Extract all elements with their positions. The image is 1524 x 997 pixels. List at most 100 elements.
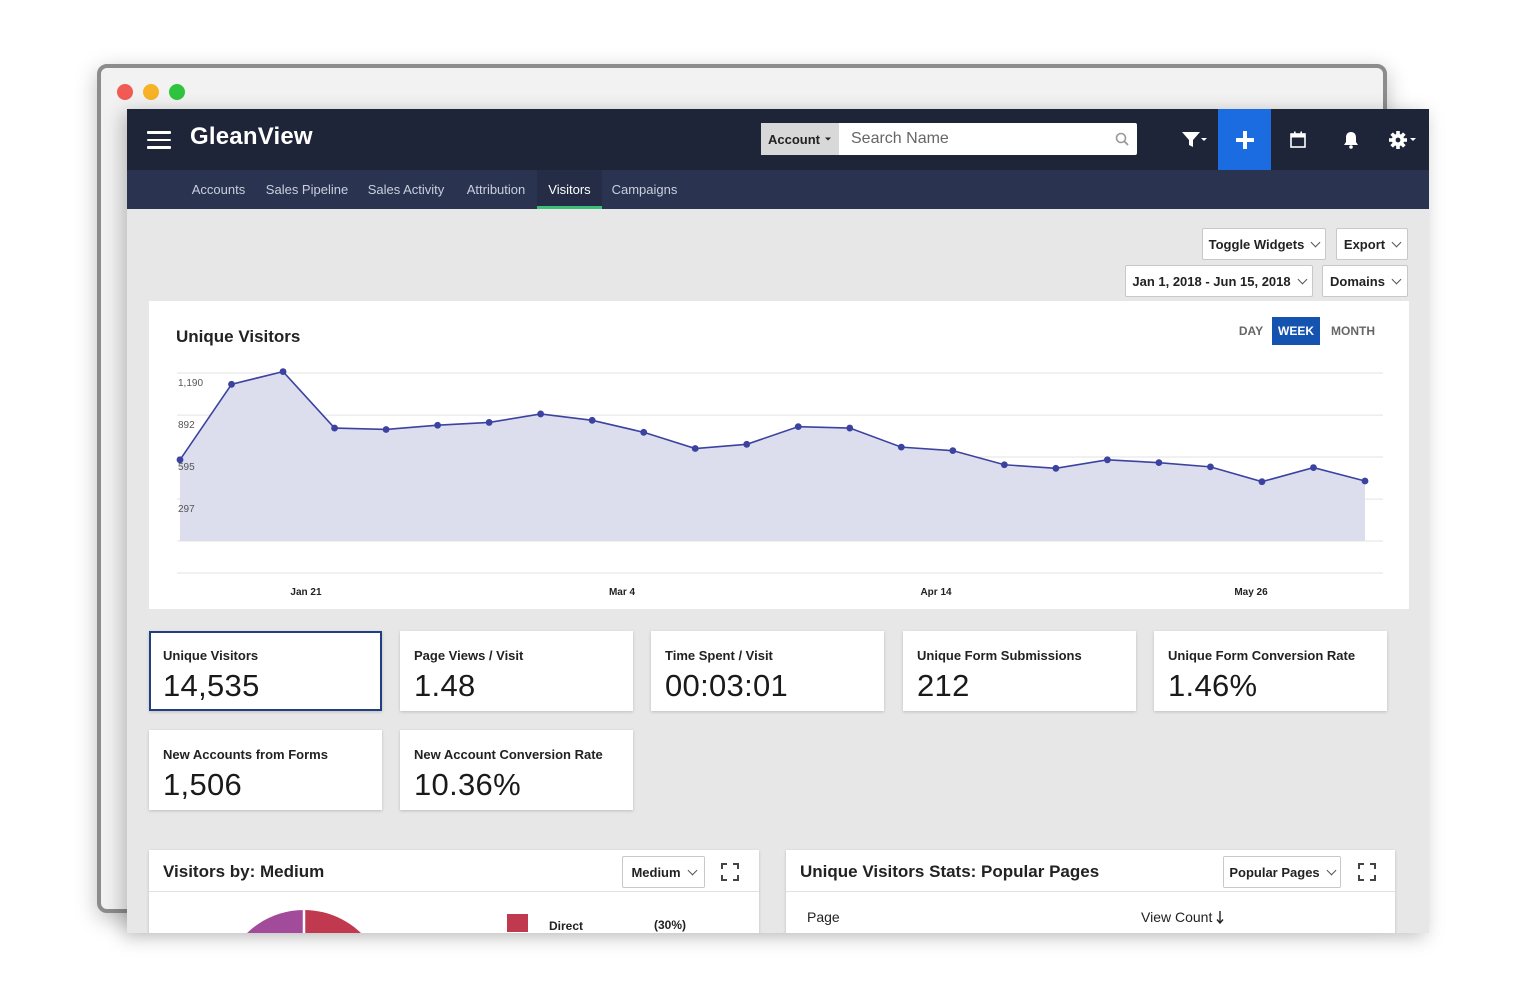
y-tick-label: 297 bbox=[178, 504, 195, 515]
chevron-down-icon bbox=[1297, 274, 1308, 284]
date-range-label: Jan 1, 2018 - Jun 15, 2018 bbox=[1132, 273, 1291, 289]
chevron-down-icon bbox=[687, 865, 698, 875]
stat-value: 10.36% bbox=[414, 767, 521, 802]
data-point bbox=[331, 424, 338, 432]
x-tick-label: Mar 4 bbox=[609, 587, 636, 598]
pie-slice-direct[interactable] bbox=[304, 910, 386, 933]
data-point bbox=[1258, 478, 1266, 486]
legend-label-direct: Direct bbox=[549, 919, 584, 933]
stat-card-form-submissions[interactable]: Unique Form Submissions 212 bbox=[903, 631, 1136, 711]
chart-title: Unique Visitors bbox=[176, 327, 301, 346]
tab-campaigns[interactable]: Campaigns bbox=[611, 182, 678, 197]
x-tick-label: Jan 21 bbox=[290, 587, 322, 598]
tab-sales-activity[interactable]: Sales Activity bbox=[367, 182, 445, 197]
domains-dropdown[interactable]: Domains bbox=[1322, 265, 1408, 297]
plus-icon bbox=[1235, 130, 1254, 149]
section-nav: Accounts Sales Pipeline Sales Activity A… bbox=[127, 170, 1429, 209]
stat-value: 212 bbox=[917, 668, 970, 703]
stat-value: 14,535 bbox=[163, 668, 260, 703]
stat-label: New Accounts from Forms bbox=[163, 747, 328, 762]
column-header-view-count[interactable]: View Count bbox=[1141, 909, 1224, 925]
search-scope-dropdown[interactable]: Account bbox=[761, 123, 839, 155]
caret-down-icon bbox=[825, 137, 831, 141]
stat-card-account-conversion-rate[interactable]: New Account Conversion Rate 10.36% bbox=[400, 730, 633, 810]
search-icon[interactable] bbox=[1107, 123, 1137, 155]
data-point bbox=[691, 445, 699, 452]
data-point bbox=[1310, 464, 1317, 471]
pie-slice[interactable] bbox=[228, 910, 304, 933]
stat-card-time-spent[interactable]: Time Spent / Visit 00:03:01 bbox=[651, 631, 884, 711]
hamburger-menu-icon[interactable] bbox=[147, 131, 171, 149]
gear-icon bbox=[1389, 130, 1416, 149]
data-point bbox=[743, 440, 751, 448]
data-point bbox=[1103, 456, 1111, 464]
column-header-view-count-label: View Count bbox=[1141, 909, 1213, 925]
chevron-down-icon bbox=[1326, 865, 1337, 875]
visitors-by-medium-panel: Visitors by: Medium Medium Direct (30%) bbox=[149, 850, 759, 933]
window-maximize-button[interactable] bbox=[169, 84, 185, 100]
stat-label: Page Views / Visit bbox=[414, 648, 524, 663]
y-tick-label: 1,190 bbox=[178, 378, 203, 389]
app-window: GleanView Account bbox=[127, 109, 1429, 933]
data-point bbox=[846, 424, 854, 432]
data-point bbox=[382, 426, 390, 433]
app-logo: GleanView bbox=[190, 123, 313, 150]
tab-sales-pipeline[interactable]: Sales Pipeline bbox=[265, 182, 349, 197]
popular-pages-dropdown-label: Popular Pages bbox=[1229, 864, 1320, 880]
filter-icon bbox=[1182, 131, 1207, 147]
tab-accounts[interactable]: Accounts bbox=[191, 182, 246, 197]
stat-card-form-conversion-rate[interactable]: Unique Form Conversion Rate 1.46% bbox=[1154, 631, 1387, 711]
stat-card-page-views[interactable]: Page Views / Visit 1.48 bbox=[400, 631, 633, 711]
column-header-page[interactable]: Page bbox=[807, 909, 840, 925]
stat-card-unique-visitors[interactable]: Unique Visitors 14,535 bbox=[149, 631, 382, 711]
search-input[interactable] bbox=[839, 123, 1107, 155]
popular-pages-panel: Unique Visitors Stats: Popular Pages Pop… bbox=[786, 850, 1395, 933]
data-point bbox=[949, 447, 957, 455]
data-point bbox=[588, 416, 596, 424]
stat-value: 00:03:01 bbox=[665, 668, 789, 703]
sort-arrow-down-icon bbox=[1216, 911, 1224, 925]
toggle-widgets-button[interactable]: Toggle Widgets bbox=[1202, 228, 1326, 260]
add-button[interactable] bbox=[1218, 109, 1271, 170]
chevron-down-icon bbox=[1310, 237, 1321, 247]
unique-visitors-chart: 1,190 892 595 297 Jan 21 Mar 4 Apr 14 May 26 bbox=[176, 368, 1383, 598]
stat-label: Unique Form Submissions bbox=[917, 648, 1082, 663]
data-point bbox=[1207, 463, 1214, 471]
date-range-picker[interactable]: Jan 1, 2018 - Jun 15, 2018 bbox=[1125, 265, 1313, 297]
stat-value: 1.48 bbox=[414, 668, 476, 703]
notifications-button[interactable] bbox=[1325, 109, 1377, 170]
series-line bbox=[179, 370, 1366, 483]
expand-icon[interactable] bbox=[1358, 863, 1376, 881]
range-week-button[interactable]: WEEK bbox=[1272, 317, 1320, 345]
window-close-button[interactable] bbox=[117, 84, 133, 100]
y-tick-label: 595 bbox=[178, 462, 195, 473]
stat-card-new-accounts[interactable]: New Accounts from Forms 1,506 bbox=[149, 730, 382, 810]
export-button[interactable]: Export bbox=[1336, 228, 1408, 260]
y-tick-label: 892 bbox=[178, 420, 195, 431]
range-month-button[interactable]: MONTH bbox=[1331, 324, 1375, 338]
series-area bbox=[180, 371, 1365, 541]
stat-value: 1.46% bbox=[1168, 668, 1258, 703]
search-bar: Account bbox=[761, 123, 1137, 155]
tab-attribution[interactable]: Attribution bbox=[466, 182, 526, 197]
panel-title: Visitors by: Medium bbox=[163, 862, 325, 881]
toggle-widgets-label: Toggle Widgets bbox=[1208, 236, 1305, 252]
tab-visitors[interactable]: Visitors bbox=[537, 170, 602, 209]
data-point bbox=[1000, 461, 1008, 469]
bell-icon bbox=[1344, 131, 1358, 149]
data-point bbox=[228, 380, 235, 388]
stat-label: Unique Visitors bbox=[163, 648, 259, 663]
calendar-button[interactable] bbox=[1272, 109, 1324, 170]
filter-button[interactable] bbox=[1168, 109, 1220, 170]
settings-button[interactable] bbox=[1377, 109, 1429, 170]
medium-pie-chart bbox=[228, 910, 386, 933]
window-minimize-button[interactable] bbox=[143, 84, 159, 100]
medium-dropdown[interactable]: Medium bbox=[622, 856, 705, 888]
data-point bbox=[279, 368, 287, 375]
x-tick-label: May 26 bbox=[1234, 587, 1268, 598]
data-point bbox=[1361, 477, 1369, 485]
expand-icon[interactable] bbox=[721, 863, 739, 881]
popular-pages-dropdown[interactable]: Popular Pages bbox=[1223, 856, 1341, 888]
unique-visitors-chart-card: Unique Visitors DAY WEEK MONTH 1,190 892 5… bbox=[149, 301, 1409, 609]
range-day-button[interactable]: DAY bbox=[1238, 324, 1264, 338]
